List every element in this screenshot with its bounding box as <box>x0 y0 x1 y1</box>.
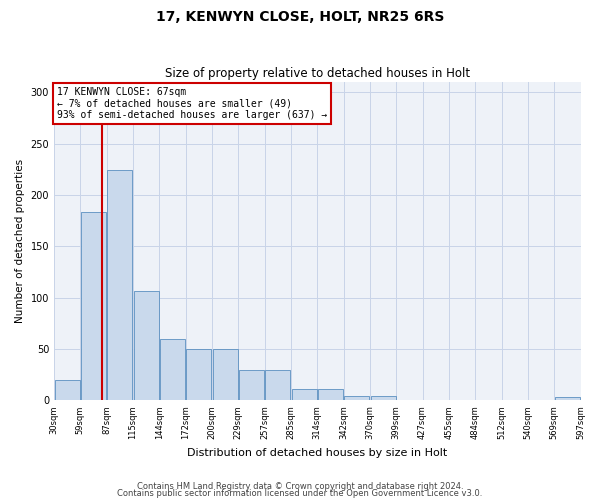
Bar <box>555 398 580 400</box>
Bar <box>134 290 158 401</box>
Text: Contains HM Land Registry data © Crown copyright and database right 2024.: Contains HM Land Registry data © Crown c… <box>137 482 463 491</box>
Bar <box>187 349 211 401</box>
Text: 17, KENWYN CLOSE, HOLT, NR25 6RS: 17, KENWYN CLOSE, HOLT, NR25 6RS <box>156 10 444 24</box>
Title: Size of property relative to detached houses in Holt: Size of property relative to detached ho… <box>165 66 470 80</box>
Y-axis label: Number of detached properties: Number of detached properties <box>15 159 25 324</box>
Text: 17 KENWYN CLOSE: 67sqm
← 7% of detached houses are smaller (49)
93% of semi-deta: 17 KENWYN CLOSE: 67sqm ← 7% of detached … <box>56 87 327 120</box>
Bar <box>55 380 80 400</box>
Bar <box>239 370 264 400</box>
Bar <box>81 212 106 400</box>
Bar <box>107 170 133 400</box>
Bar <box>318 389 343 400</box>
Bar <box>371 396 395 400</box>
Bar <box>292 389 317 400</box>
Bar <box>344 396 369 400</box>
Bar <box>212 349 238 401</box>
Bar <box>265 370 290 400</box>
X-axis label: Distribution of detached houses by size in Holt: Distribution of detached houses by size … <box>187 448 448 458</box>
Bar <box>160 339 185 400</box>
Text: Contains public sector information licensed under the Open Government Licence v3: Contains public sector information licen… <box>118 490 482 498</box>
